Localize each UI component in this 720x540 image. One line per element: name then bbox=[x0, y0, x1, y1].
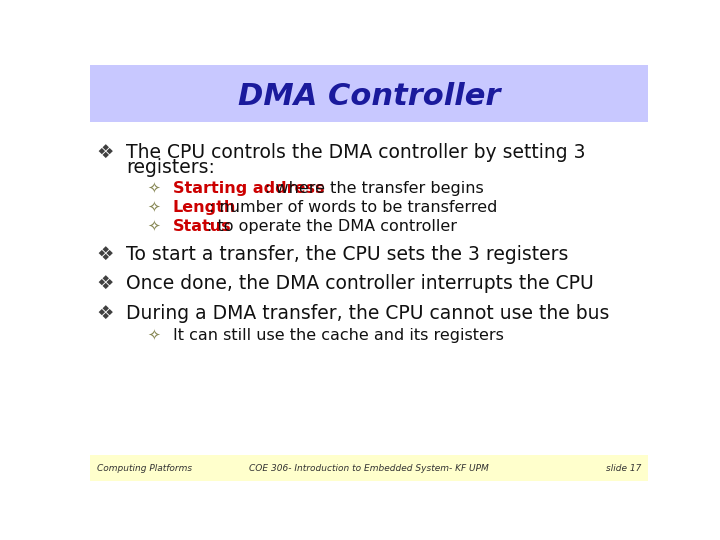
FancyBboxPatch shape bbox=[90, 455, 648, 481]
Text: ✧: ✧ bbox=[148, 219, 161, 234]
Text: Status: Status bbox=[173, 219, 231, 234]
Text: Computing Platforms: Computing Platforms bbox=[96, 464, 192, 474]
Text: : number of words to be transferred: : number of words to be transferred bbox=[210, 200, 498, 215]
FancyBboxPatch shape bbox=[90, 65, 648, 122]
Text: ❖: ❖ bbox=[97, 143, 114, 161]
Text: ✧: ✧ bbox=[148, 328, 161, 342]
Text: DMA Controller: DMA Controller bbox=[238, 82, 500, 111]
Text: : where the transfer begins: : where the transfer begins bbox=[265, 181, 483, 196]
Text: ✧: ✧ bbox=[148, 181, 161, 196]
Text: : to operate the DMA controller: : to operate the DMA controller bbox=[207, 219, 457, 234]
Text: ❖: ❖ bbox=[97, 303, 114, 322]
Text: Once done, the DMA controller interrupts the CPU: Once done, the DMA controller interrupts… bbox=[126, 274, 594, 293]
Text: Length: Length bbox=[173, 200, 236, 215]
Text: During a DMA transfer, the CPU cannot use the bus: During a DMA transfer, the CPU cannot us… bbox=[126, 303, 610, 322]
Text: The CPU controls the DMA controller by setting 3: The CPU controls the DMA controller by s… bbox=[126, 143, 586, 161]
Text: It can still use the cache and its registers: It can still use the cache and its regis… bbox=[173, 328, 503, 342]
Text: ❖: ❖ bbox=[97, 274, 114, 293]
Text: Starting address: Starting address bbox=[173, 181, 324, 196]
Text: registers:: registers: bbox=[126, 158, 215, 178]
Text: COE 306- Introduction to Embedded System- KF UPM: COE 306- Introduction to Embedded System… bbox=[249, 464, 489, 474]
Text: slide 17: slide 17 bbox=[606, 464, 642, 474]
Text: To start a transfer, the CPU sets the 3 registers: To start a transfer, the CPU sets the 3 … bbox=[126, 245, 569, 264]
Text: ❖: ❖ bbox=[97, 245, 114, 264]
Text: ✧: ✧ bbox=[148, 200, 161, 215]
